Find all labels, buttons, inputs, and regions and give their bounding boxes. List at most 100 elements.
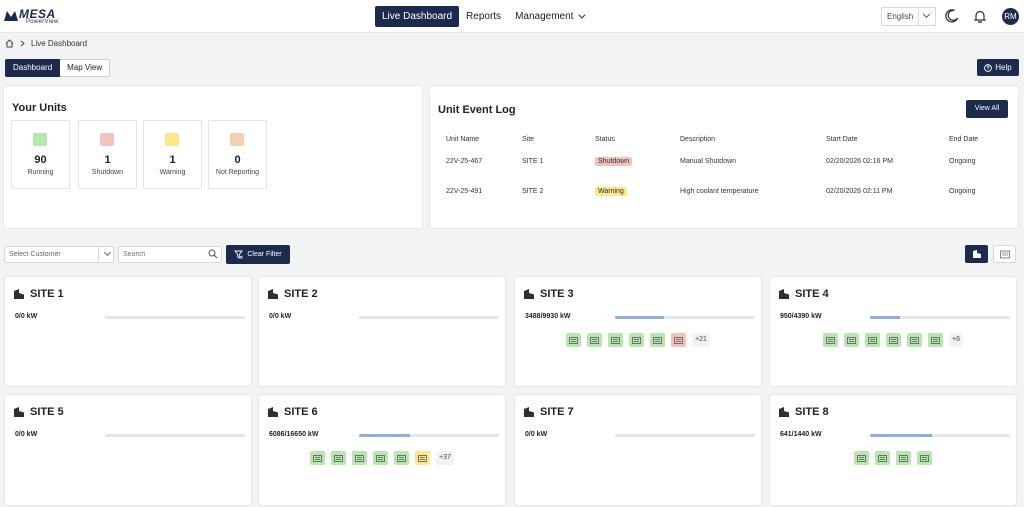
unit-status-chip[interactable] xyxy=(608,333,624,347)
unit-status-chip[interactable] xyxy=(310,451,326,465)
unit-status-chip[interactable] xyxy=(415,451,431,465)
list-view-button[interactable] xyxy=(993,245,1016,263)
unit-status-chip[interactable] xyxy=(823,333,838,347)
building-icon xyxy=(267,288,279,300)
nav-management[interactable]: Management xyxy=(508,6,590,27)
view-all-button[interactable]: View All xyxy=(966,100,1008,118)
unit-status-chip[interactable] xyxy=(875,451,890,465)
site-card[interactable]: SITE 4 950/4390 kW +6 xyxy=(770,277,1016,386)
customer-select-placeholder: Select Customer xyxy=(9,251,61,258)
home-icon[interactable] xyxy=(5,38,14,48)
generator-list-icon xyxy=(999,250,1010,258)
site-power-readout: 6086/16650 kW xyxy=(269,431,319,438)
unit-status-chip[interactable] xyxy=(844,333,859,347)
more-units-badge[interactable]: +6 xyxy=(949,333,963,347)
help-button[interactable]: Help xyxy=(977,59,1019,76)
site-card[interactable]: SITE 6 6086/16650 kW +37 xyxy=(259,395,505,505)
site-load-bar-fill xyxy=(870,434,933,437)
brand-subtitle: PowerView xyxy=(26,19,59,25)
customer-select[interactable]: Select Customer xyxy=(4,246,114,263)
nav-live-dashboard[interactable]: Live Dashboard xyxy=(375,6,460,27)
column-header: Description xyxy=(680,136,716,143)
unit-status-chip[interactable] xyxy=(928,333,943,347)
column-header: Unit Name xyxy=(446,136,480,143)
status-badge: Shutdown xyxy=(595,157,633,166)
clear-filter-label: Clear Filter xyxy=(247,251,282,258)
breadcrumb: Live Dashboard xyxy=(5,37,87,49)
building-icon xyxy=(778,288,790,300)
moon-icon[interactable] xyxy=(945,9,959,23)
unit-status-chip[interactable] xyxy=(865,333,880,347)
unit-status-chip[interactable] xyxy=(373,451,389,465)
chevron-down-icon xyxy=(103,248,112,257)
site-load-bar-fill xyxy=(870,316,901,319)
unit-status-chip[interactable] xyxy=(917,451,932,465)
chevron-right-icon xyxy=(20,40,25,46)
help-label: Help xyxy=(995,63,1012,72)
site-power-readout: 3488/9930 kW xyxy=(525,313,571,320)
units-not-reporting-count: 0 xyxy=(234,154,241,166)
event-log-title: Unit Event Log xyxy=(438,104,516,116)
select-divider xyxy=(918,8,919,25)
site-load-bar xyxy=(105,316,245,319)
tab-dashboard[interactable]: Dashboard xyxy=(5,59,61,77)
tab-map-view[interactable]: Map View xyxy=(60,59,111,77)
user-avatar[interactable]: RM xyxy=(1002,8,1019,25)
generator-icon xyxy=(165,133,179,146)
unit-status-chip[interactable] xyxy=(394,451,410,465)
table-header: Unit Name Site Status Description Start … xyxy=(430,132,1018,148)
site-load-bar xyxy=(359,316,499,319)
site-card[interactable]: SITE 2 0/0 kW xyxy=(259,277,505,386)
site-name: SITE 4 xyxy=(795,288,829,300)
units-running-stat[interactable]: 90 Running xyxy=(11,120,70,189)
table-row[interactable]: 22V-25-491 SITE 2 Warning High coolant t… xyxy=(430,178,1018,208)
site-load-bar xyxy=(870,434,1010,437)
site-unit-list: +6 xyxy=(770,333,1016,347)
mesa-logo[interactable]: MESA PowerView xyxy=(4,6,64,26)
building-icon xyxy=(972,250,981,258)
unit-status-chip[interactable] xyxy=(587,333,603,347)
building-icon xyxy=(13,288,25,300)
unit-status-chip[interactable] xyxy=(671,333,687,347)
unit-status-chip[interactable] xyxy=(907,333,922,347)
breadcrumb-current: Live Dashboard xyxy=(31,38,88,48)
unit-status-chip[interactable] xyxy=(896,451,911,465)
site-card[interactable]: SITE 3 3488/9930 kW +21 xyxy=(515,277,761,386)
site-power-readout: 0/0 kW xyxy=(15,313,38,320)
main-nav: Live Dashboard Reports Management xyxy=(375,6,590,27)
site-card[interactable]: SITE 5 0/0 kW xyxy=(5,395,251,505)
bell-icon[interactable] xyxy=(973,9,987,23)
site-card[interactable]: SITE 7 0/0 kW xyxy=(515,395,761,505)
units-shutdown-stat[interactable]: 1 Shutdown xyxy=(78,120,137,189)
more-units-badge[interactable]: +21 xyxy=(692,333,710,347)
site-load-bar xyxy=(359,434,499,437)
site-unit-list xyxy=(770,451,1016,465)
units-warning-stat[interactable]: 1 Warning xyxy=(143,120,202,189)
nav-reports[interactable]: Reports xyxy=(466,11,502,22)
unit-status-chip[interactable] xyxy=(331,451,347,465)
view-tabs: Dashboard Map View xyxy=(5,59,111,77)
table-row[interactable]: 22V-25-467 SITE 1 Shutdown Manual Shutdo… xyxy=(430,148,1018,178)
units-not-reporting-stat[interactable]: 0 Not Reporting xyxy=(208,120,267,189)
unit-status-chip[interactable] xyxy=(886,333,901,347)
unit-status-chip[interactable] xyxy=(352,451,368,465)
clear-filter-button[interactable]: Clear Filter xyxy=(226,245,290,264)
unit-event-log-card: Unit Event Log View All Unit Name Site S… xyxy=(430,86,1018,228)
units-shutdown-label: Shutdown xyxy=(91,169,124,176)
nav-management-label: Management xyxy=(515,11,574,22)
site-load-bar-fill xyxy=(615,316,665,319)
language-select[interactable]: English xyxy=(881,7,936,26)
units-warning-label: Warning xyxy=(159,169,186,176)
status-cell: Warning xyxy=(595,187,627,196)
more-units-badge[interactable]: +37 xyxy=(436,451,454,465)
search-input[interactable] xyxy=(118,246,222,263)
site-card[interactable]: SITE 8 641/1440 kW xyxy=(770,395,1016,505)
description-cell: High coolant temperature xyxy=(680,188,759,195)
unit-status-chip[interactable] xyxy=(566,333,582,347)
unit-status-chip[interactable] xyxy=(650,333,666,347)
building-icon xyxy=(523,288,535,300)
grid-view-button[interactable] xyxy=(965,245,988,263)
site-card[interactable]: SITE 1 0/0 kW xyxy=(5,277,251,386)
unit-status-chip[interactable] xyxy=(854,451,869,465)
unit-status-chip[interactable] xyxy=(629,333,645,347)
